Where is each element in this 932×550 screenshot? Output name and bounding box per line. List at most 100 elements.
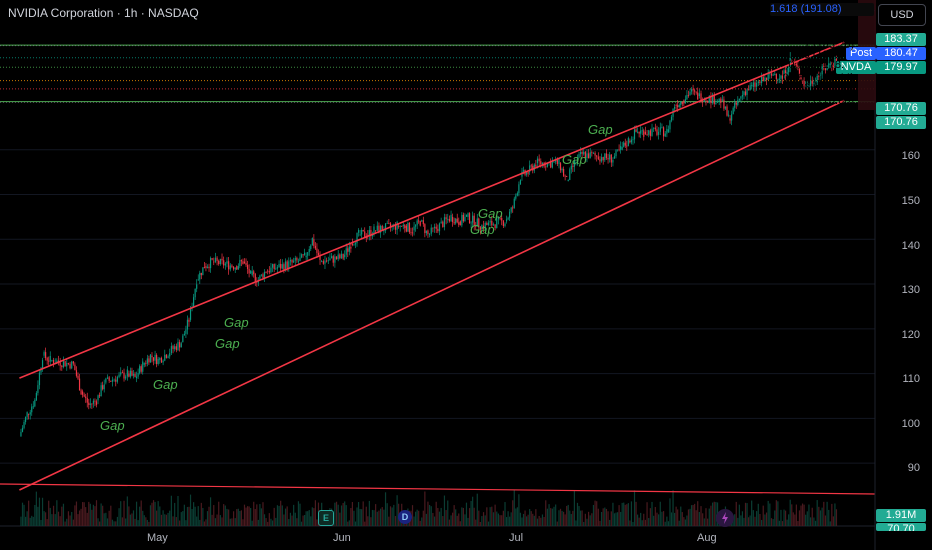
volume-bar [433, 516, 436, 526]
candle-body [505, 219, 508, 222]
candle-body [228, 261, 230, 270]
volume-bar [659, 501, 661, 526]
candle-body [324, 260, 326, 264]
candle-body [142, 361, 144, 372]
volume-bar [203, 521, 206, 526]
candle-body [651, 128, 653, 136]
volume-bar [115, 521, 117, 526]
volume-bar [281, 505, 283, 526]
volume-badge: 1.91M [876, 509, 926, 522]
volume-bar [826, 501, 828, 526]
candle-body [245, 263, 247, 265]
volume-bar [775, 500, 777, 526]
candle-body [20, 431, 22, 437]
grid-lines [0, 149, 875, 527]
candle-body [140, 366, 142, 372]
volume-bar [347, 521, 349, 526]
candle-body [468, 213, 471, 224]
candle-body [559, 163, 562, 171]
candle-body [707, 100, 709, 103]
volume-bar [126, 496, 128, 526]
volume-bar [74, 505, 76, 526]
volume-bar [381, 507, 383, 526]
volume-bar [78, 510, 81, 526]
volume-bar [556, 521, 558, 526]
candle-body [828, 63, 830, 69]
volume-bar [248, 506, 250, 526]
candle-body [296, 257, 298, 261]
candle-body [305, 255, 307, 258]
gap-label: Gap [153, 377, 178, 392]
candle-body [735, 102, 737, 105]
candle-body [629, 140, 631, 143]
volume-bar [106, 518, 109, 526]
volume-bar [661, 511, 663, 526]
lightning-event-icon[interactable] [716, 509, 734, 527]
candle-body [126, 369, 128, 377]
trend-channel[interactable] [0, 0, 876, 550]
volume-bar [612, 502, 614, 526]
volume-bar [809, 517, 812, 526]
fib-level-0236: 0.236 (173.59) [782, 82, 854, 94]
candle-body [174, 346, 176, 349]
volume-bar [491, 506, 493, 526]
candle-body [607, 157, 609, 160]
candle-body [427, 230, 429, 235]
volume-bar [646, 502, 648, 526]
fib-retracement[interactable] [0, 10, 875, 103]
earnings-event-icon[interactable]: E [318, 510, 334, 526]
candle-body [723, 99, 725, 109]
volume-bar [396, 495, 398, 526]
volume-bar [149, 505, 152, 526]
dividend-event-icon[interactable]: D [398, 510, 412, 524]
volume-bar [368, 500, 370, 526]
candle-body [411, 232, 414, 234]
volume-bar [762, 505, 764, 526]
candle-body [456, 218, 458, 223]
volume-bar [165, 514, 168, 526]
candle-body [356, 232, 358, 244]
candle-body [475, 226, 477, 227]
candle-body [209, 258, 212, 269]
volume-bar [686, 515, 688, 526]
volume-bar [538, 515, 540, 526]
volume-bar [620, 511, 622, 526]
x-tick-jul: Jul [509, 532, 524, 544]
candle-body [74, 364, 76, 371]
candle-body [206, 266, 209, 268]
candle-body [407, 222, 409, 232]
volume-bar [391, 507, 393, 526]
candle-body [558, 158, 560, 164]
candle-body [789, 57, 791, 68]
volume-bar [37, 506, 39, 526]
volume-bar [413, 516, 415, 526]
volume-bar [638, 517, 640, 526]
volume-bar [797, 520, 799, 526]
volume-bar [348, 520, 350, 526]
volume-bar [484, 515, 486, 526]
currency-button[interactable]: USD [878, 4, 926, 26]
volume-bar [510, 512, 512, 526]
candle-body [322, 261, 324, 264]
volume-bar [239, 510, 241, 526]
candle-body [775, 73, 777, 80]
volume-bar [335, 501, 338, 526]
volume-bar [245, 507, 247, 526]
candle-body [342, 253, 344, 259]
candle-body [172, 346, 174, 349]
volume-bar [530, 511, 532, 526]
volume-bar [597, 508, 599, 526]
candle-body [700, 93, 702, 102]
volume-bar [496, 511, 498, 526]
volume-bar [172, 516, 174, 526]
volume-bar [814, 520, 817, 526]
volume-bar [524, 510, 526, 526]
volume-bar [813, 517, 815, 526]
volume-bar [832, 516, 834, 526]
volume-bar [627, 503, 629, 526]
candle-body [673, 106, 676, 109]
candle-body [689, 91, 691, 96]
volume-bar [459, 521, 461, 526]
candle-body [744, 91, 747, 95]
candle-body [370, 229, 372, 237]
